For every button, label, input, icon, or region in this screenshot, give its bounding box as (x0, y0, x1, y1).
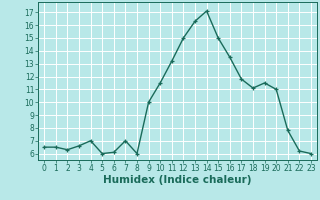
X-axis label: Humidex (Indice chaleur): Humidex (Indice chaleur) (103, 175, 252, 185)
